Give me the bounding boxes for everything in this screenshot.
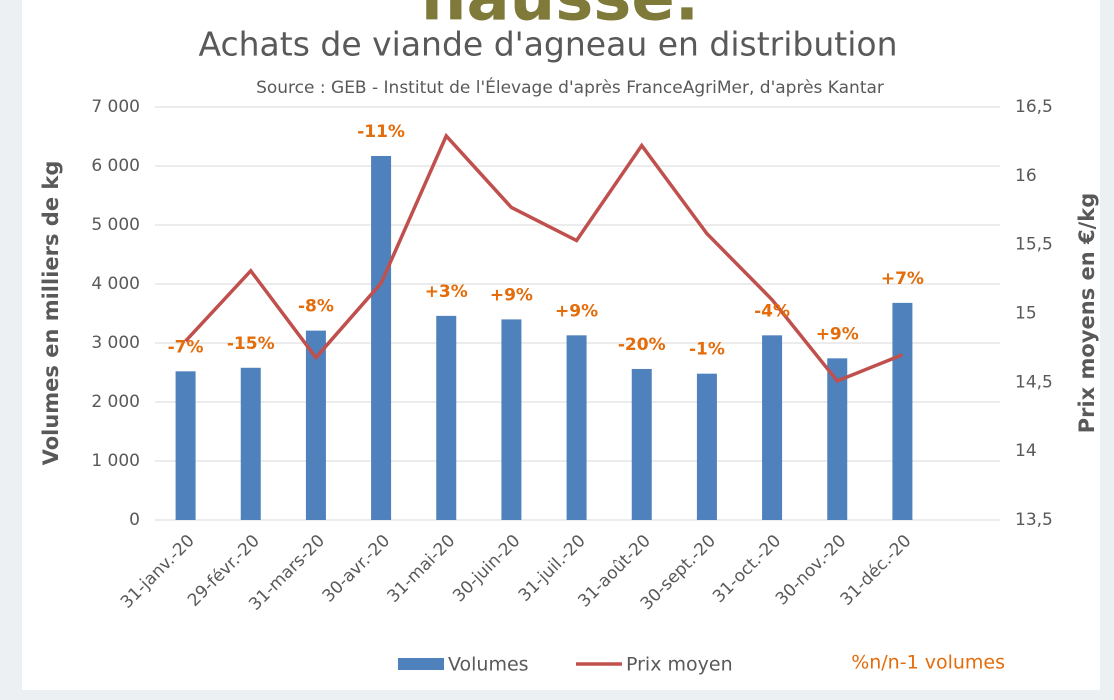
bar-annotation: -7% <box>168 337 204 357</box>
bar <box>827 358 848 520</box>
legend-label: Prix moyen <box>626 654 733 676</box>
chart-title: Achats de viande d'agneau en distributio… <box>198 25 897 64</box>
bar <box>631 368 652 520</box>
y2-tick-label: 14 <box>1015 441 1037 461</box>
page-heading: hausse. <box>421 0 699 36</box>
y2-axis-title: Prix moyens en €/kg <box>1075 193 1099 434</box>
y2-tick-label: 15 <box>1015 304 1037 324</box>
bar-annotation: -8% <box>298 297 334 317</box>
y2-tick-label: 15,5 <box>1015 235 1053 255</box>
y-tick-label: 0 <box>129 510 140 530</box>
y-tick-label: 2 000 <box>91 392 140 412</box>
bar <box>762 335 783 520</box>
bar-annotation: -15% <box>227 334 275 354</box>
legend-swatch <box>398 658 444 670</box>
bar <box>566 335 587 520</box>
y-tick-label: 5 000 <box>91 215 140 235</box>
chart-subtitle: Source : GEB - Institut de l'Élevage d'a… <box>256 76 884 98</box>
y2-tick-label: 16 <box>1015 166 1037 186</box>
legend-label: Volumes <box>448 654 529 676</box>
y-tick-label: 4 000 <box>91 274 140 294</box>
y-tick-label: 3 000 <box>91 333 140 353</box>
bar-annotation: -1% <box>689 340 725 360</box>
y-tick-label: 1 000 <box>91 451 140 471</box>
y-axis-title: Volumes en milliers de kg <box>39 161 63 466</box>
note: %n/n-1 volumes <box>851 652 1005 674</box>
bar-annotation: +9% <box>555 301 598 321</box>
bar <box>892 302 913 520</box>
bar-annotation: -11% <box>357 122 405 142</box>
y-tick-label: 7 000 <box>91 97 140 117</box>
y2-tick-label: 16,5 <box>1015 97 1053 117</box>
bar <box>436 315 457 520</box>
y2-tick-label: 14,5 <box>1015 372 1053 392</box>
chart-area <box>22 0 1100 690</box>
bar <box>305 330 326 520</box>
bar <box>696 373 717 520</box>
bar-annotation: +9% <box>816 324 859 344</box>
y2-tick-label: 13,5 <box>1015 510 1053 530</box>
bar <box>501 319 522 520</box>
bar-annotation: -4% <box>754 301 790 321</box>
y-tick-label: 6 000 <box>91 156 140 176</box>
price-line <box>184 132 904 384</box>
bar-annotation: +7% <box>881 269 924 289</box>
bar-annotation: +3% <box>425 282 468 302</box>
bar <box>240 367 261 520</box>
bar-annotation: -20% <box>618 335 666 355</box>
bar-annotation: +9% <box>490 285 533 305</box>
bar <box>371 155 392 520</box>
bar <box>175 371 196 520</box>
